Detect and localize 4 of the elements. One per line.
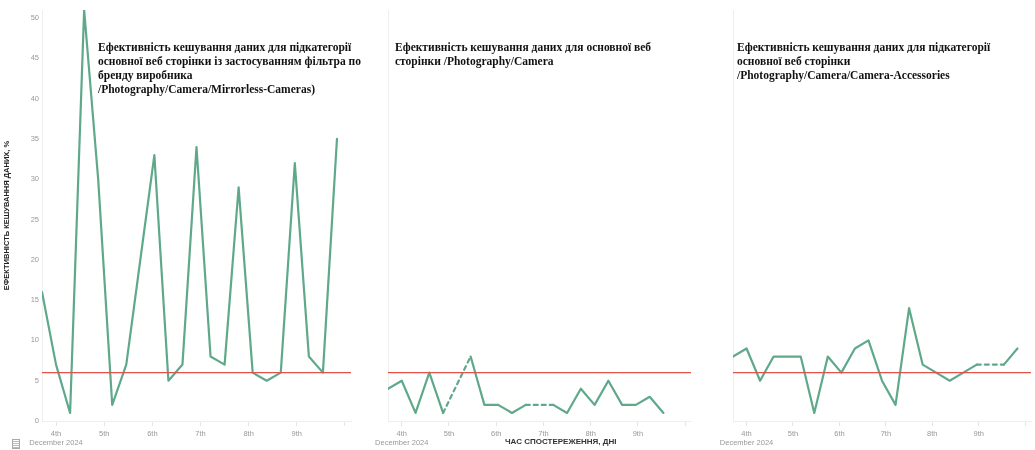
text: Ефективність кешування даних для підкатегорії основної веб сторінки /Photography/Camera/Camera-Accessories [737,40,992,82]
text: Ефективність кешування даних для підкатегорії основної веб сторінки із застосуванням фільтра по бренду виробника /Photography/Camera/Mirrorless-Cameras) [98,40,362,96]
text: ЧАС СПОСТЕРЕЖЕННЯ, ДНІ [505,437,617,446]
text: Ефективність кешування даних для основної веб сторінки /Photography/Camera [395,40,653,68]
